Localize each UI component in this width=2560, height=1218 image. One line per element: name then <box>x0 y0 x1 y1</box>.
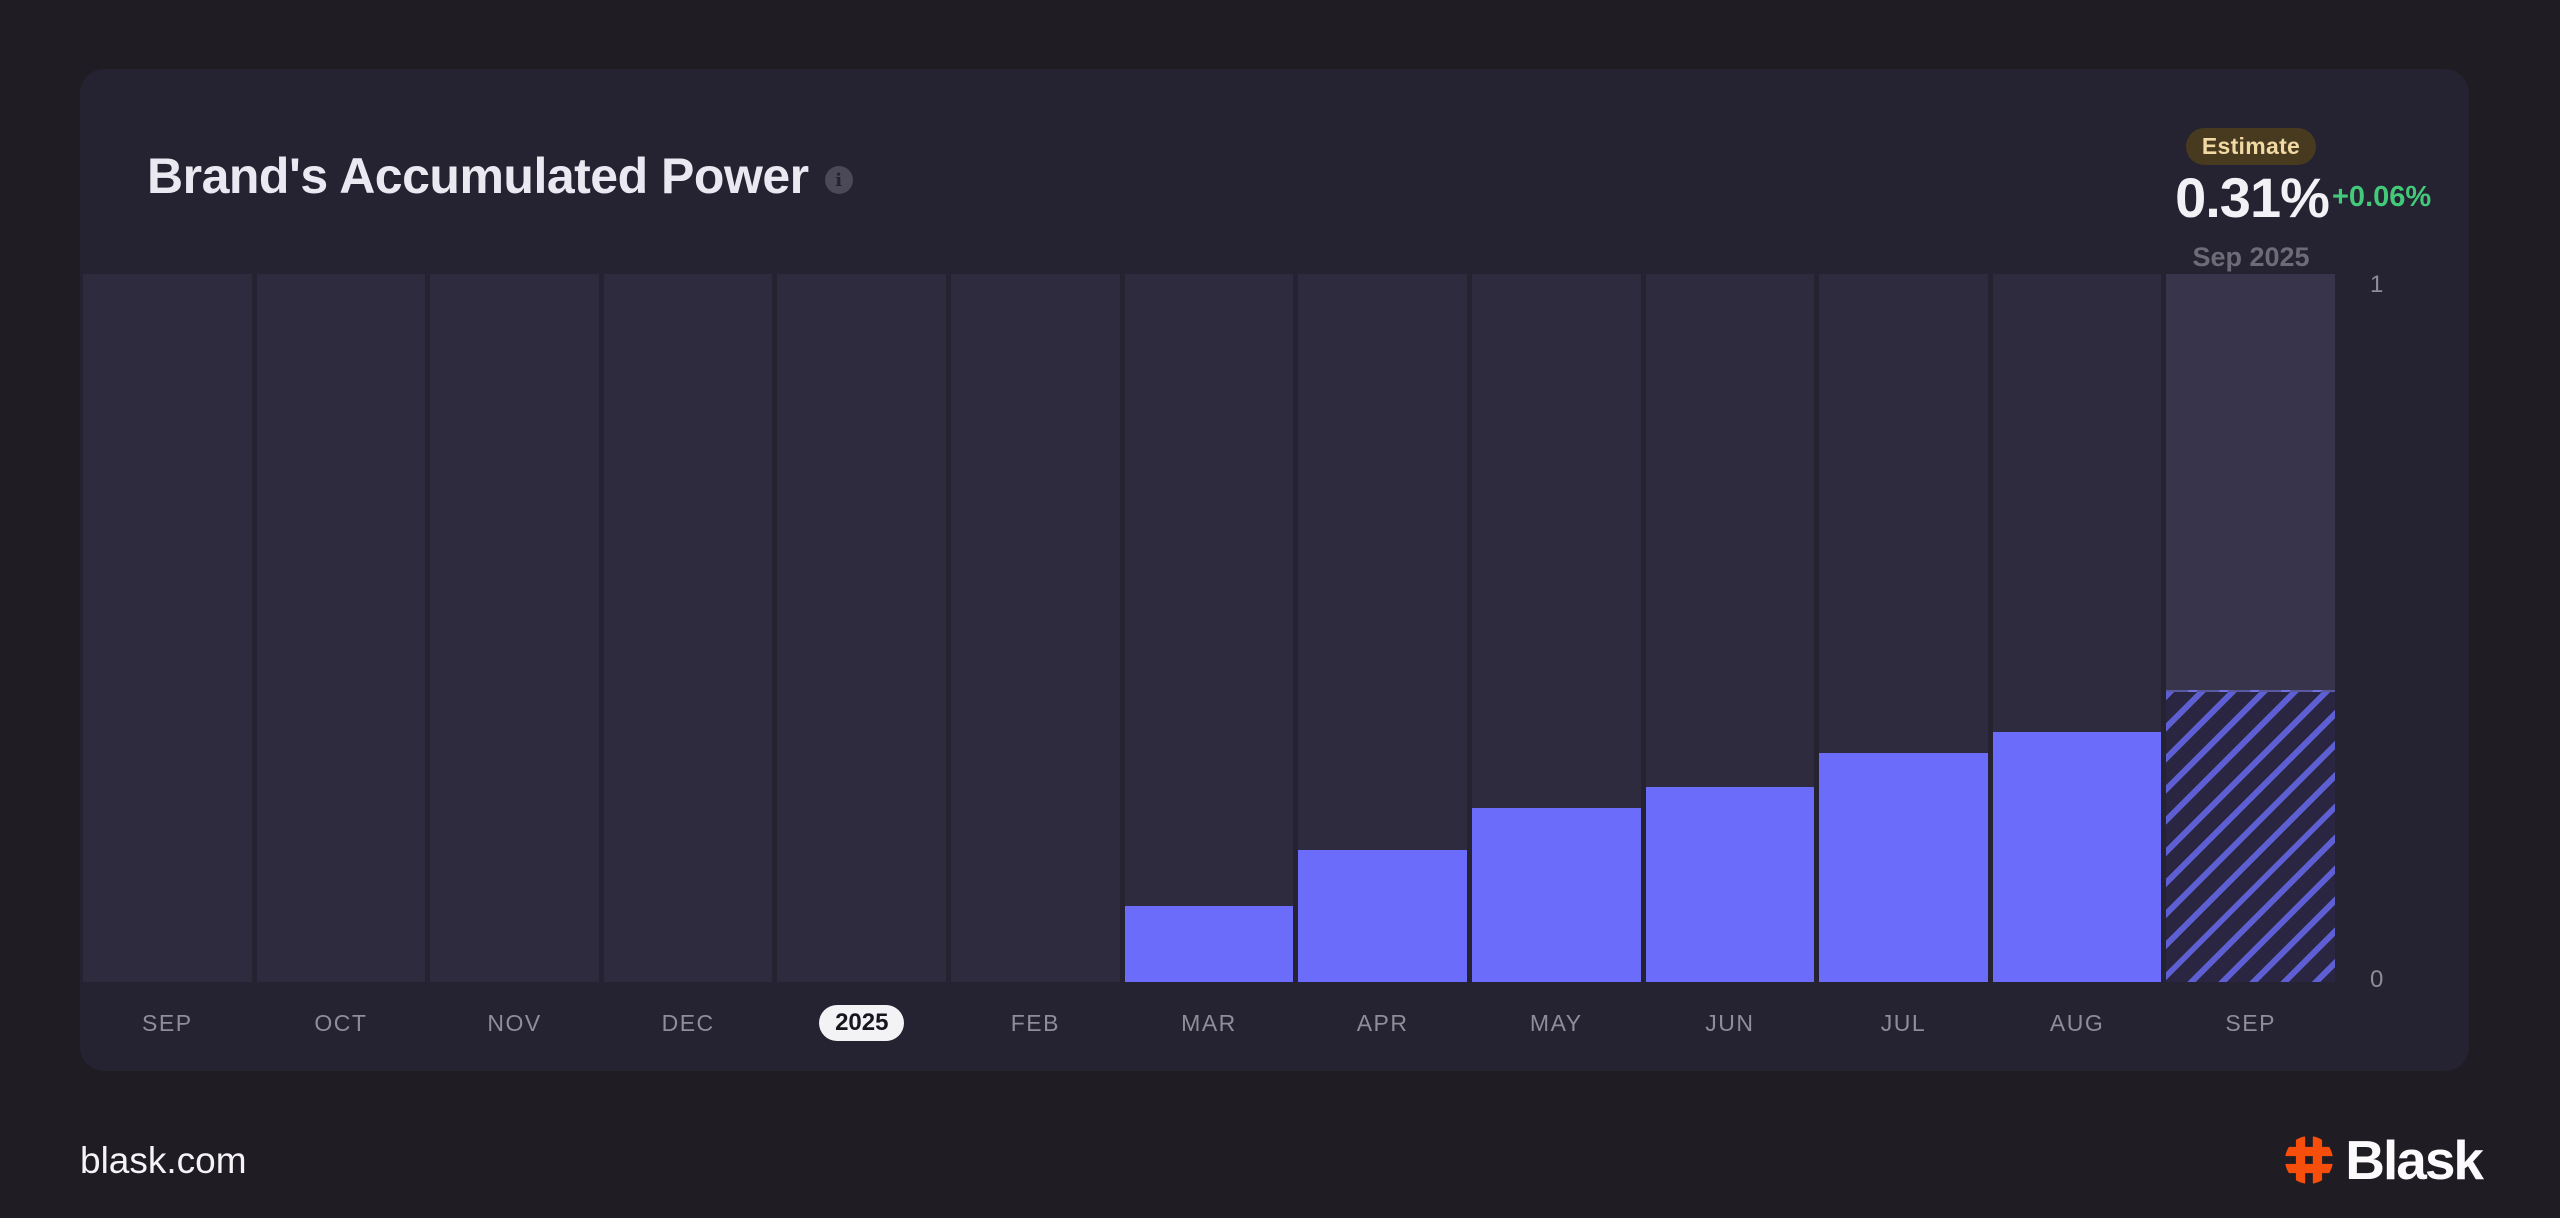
chart-column-feb[interactable] <box>951 274 1120 982</box>
bar-jun[interactable] <box>1645 787 1815 982</box>
estimate-bar-sep[interactable] <box>2166 690 2335 982</box>
blask-hash-icon <box>2285 1136 2334 1184</box>
x-label-jul[interactable]: JUL <box>1880 1009 1927 1036</box>
brand-wordmark: Blask <box>2345 1129 2484 1191</box>
bar-jul[interactable] <box>1819 753 1988 982</box>
estimate-badge-wrap: Estimate <box>2151 128 2351 165</box>
info-icon[interactable]: i <box>824 166 853 194</box>
x-axis-labels: SEP OCT NOV DEC 2025 FEB MAR APR MAY JUN JUL AUG SEP <box>83 1003 2335 1043</box>
chart-columns <box>83 274 2335 982</box>
chart-column-sep[interactable] <box>2166 274 2335 982</box>
bar-mar[interactable] <box>1124 906 1294 982</box>
chart-column-dec[interactable] <box>603 274 773 982</box>
chart-column-aug[interactable] <box>1992 274 2162 982</box>
x-label-dec[interactable]: DEC <box>661 1009 715 1036</box>
bar-may[interactable] <box>1471 808 1641 982</box>
chart-column-may[interactable] <box>1471 274 1641 982</box>
card-header: Brand's Accumulated Power i <box>147 147 853 205</box>
brand-logo: Blask <box>2285 1128 2484 1192</box>
x-label-2025[interactable]: 2025 <box>777 1003 946 1043</box>
x-label-feb[interactable]: FEB <box>1010 1009 1060 1036</box>
x-label-apr[interactable]: APR <box>1356 1009 1409 1036</box>
chart-column-jun[interactable] <box>1645 274 1815 982</box>
x-label-may[interactable]: MAY <box>1529 1009 1583 1036</box>
estimate-change: +0.06% <box>2332 181 2432 213</box>
x-label-nov[interactable]: NOV <box>487 1009 542 1036</box>
chart-column-nov[interactable] <box>430 274 599 982</box>
page-title: Brand's Accumulated Power <box>147 148 809 204</box>
y-tick-0: 0 <box>2370 966 2384 993</box>
estimate-value: 0.31% <box>2175 166 2330 229</box>
x-label-mar[interactable]: MAR <box>1181 1009 1237 1036</box>
chart-column-2025[interactable] <box>777 274 947 982</box>
estimate-badge: Estimate <box>2185 128 2317 165</box>
x-label-jun[interactable]: JUN <box>1705 1009 1755 1036</box>
chart-column-oct[interactable] <box>256 274 426 982</box>
chart-column-sep[interactable] <box>83 274 252 982</box>
y-tick-1: 1 <box>2370 271 2384 298</box>
year-pill[interactable]: 2025 <box>819 1005 905 1041</box>
chart-column-jul[interactable] <box>1819 274 1988 982</box>
bar-apr[interactable] <box>1298 850 1467 982</box>
site-url: blask.com <box>80 1140 247 1181</box>
x-label-aug[interactable]: AUG <box>2049 1009 2105 1036</box>
chart-column-mar[interactable] <box>1124 274 1294 982</box>
x-label-oct[interactable]: OCT <box>314 1009 368 1036</box>
accumulated-power-card: Brand's Accumulated Power i Estimate 0.3… <box>80 69 2469 1071</box>
x-label-sep[interactable]: SEP <box>142 1009 193 1036</box>
bar-aug[interactable] <box>1992 732 2162 982</box>
estimate-period: Sep 2025 <box>2192 242 2310 272</box>
chart-column-apr[interactable] <box>1298 274 1467 982</box>
x-label-sep[interactable]: SEP <box>2225 1009 2276 1036</box>
